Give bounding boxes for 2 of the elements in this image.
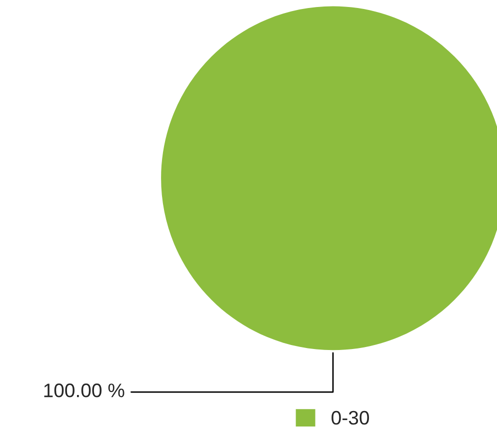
- legend-label: 0-30: [332, 410, 369, 425]
- data-label: 100.00 %: [44, 384, 124, 398]
